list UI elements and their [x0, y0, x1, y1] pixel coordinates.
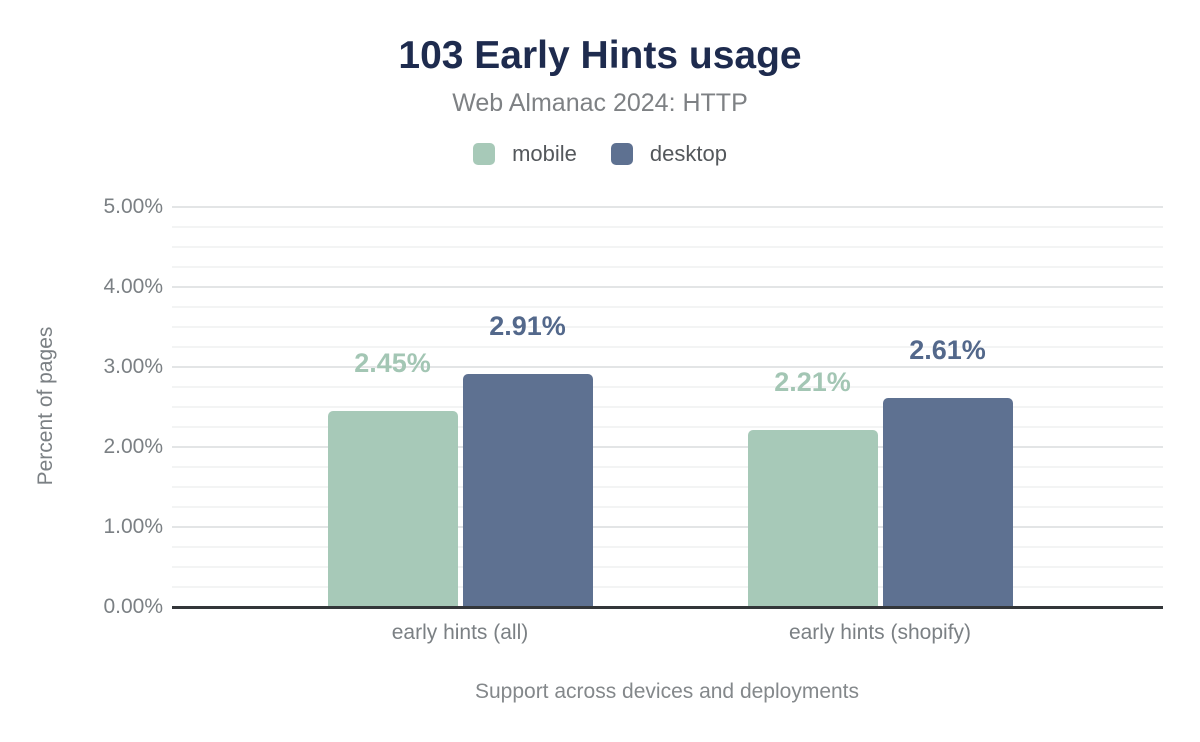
- chart-title: 103 Early Hints usage: [398, 34, 802, 77]
- minor-gridline: [172, 266, 1163, 268]
- y-tick-label: 4.00%: [103, 275, 163, 298]
- y-tick-label: 5.00%: [103, 195, 163, 218]
- major-gridline: [172, 206, 1163, 208]
- legend-item-mobile: mobile: [473, 141, 577, 167]
- minor-gridline: [172, 426, 1163, 428]
- value-label-mobile-0: 2.45%: [354, 348, 431, 378]
- bar-desktop-0: [462, 374, 593, 607]
- minor-gridline: [172, 326, 1163, 328]
- minor-gridline: [172, 246, 1163, 248]
- category-label-early-hints-shopify: early hints (shopify): [788, 621, 972, 644]
- category-label-early-hints-all: early hints (all): [391, 621, 529, 644]
- minor-gridline: [172, 486, 1163, 488]
- minor-gridline: [172, 566, 1163, 568]
- minor-gridline: [172, 546, 1163, 548]
- value-label-desktop-1: 2.61%: [909, 335, 986, 366]
- minor-gridline: [172, 466, 1163, 468]
- major-gridline: [172, 446, 1163, 448]
- minor-gridline: [172, 406, 1163, 408]
- major-gridline: [172, 526, 1163, 528]
- major-gridline: [172, 286, 1163, 288]
- minor-gridline: [172, 346, 1163, 348]
- bar-mobile-0: [327, 411, 458, 607]
- minor-gridline: [172, 506, 1163, 508]
- minor-gridline: [172, 386, 1163, 388]
- chart-subtitle: Web Almanac 2024: HTTP: [452, 89, 748, 117]
- y-tick-label: 0.00%: [103, 595, 163, 618]
- y-tick-label: 3.00%: [103, 355, 163, 378]
- bar-desktop-1: [882, 398, 1013, 607]
- major-gridline: [172, 366, 1163, 368]
- legend-swatch-desktop: [610, 143, 633, 165]
- legend-item-desktop: desktop: [610, 141, 727, 167]
- minor-gridline: [172, 226, 1163, 228]
- x-axis-title: Support across devices and deployments: [474, 680, 860, 703]
- value-label-mobile-1: 2.21%: [774, 367, 851, 398]
- minor-gridline: [172, 586, 1163, 588]
- bar-mobile-1: [747, 430, 878, 607]
- x-axis-line: [172, 606, 1163, 609]
- value-label-desktop-0: 2.91%: [489, 311, 566, 342]
- legend-label-desktop: desktop: [649, 141, 727, 166]
- y-tick-label: 1.00%: [103, 515, 163, 538]
- minor-gridline: [172, 306, 1163, 308]
- legend-swatch-mobile: [473, 143, 496, 165]
- y-axis-title: Percent of pages: [34, 326, 57, 486]
- legend-label-mobile: mobile: [512, 141, 577, 166]
- y-tick-label: 2.00%: [103, 435, 163, 458]
- legend: mobile desktop: [0, 141, 1200, 167]
